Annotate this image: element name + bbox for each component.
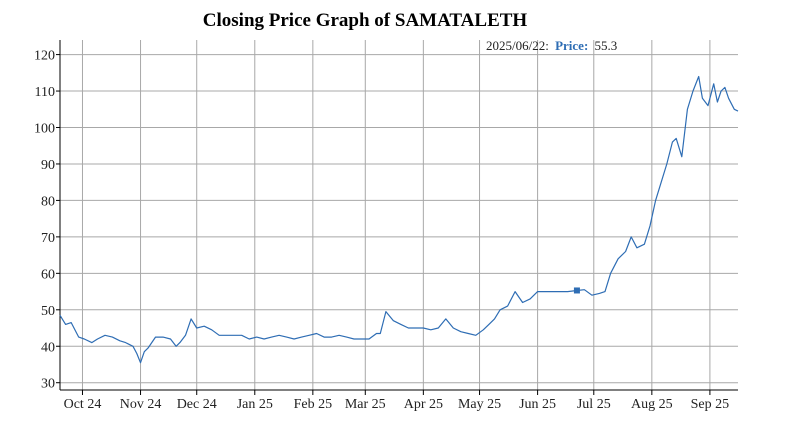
x-tick-label: Jul 25: [577, 397, 611, 412]
x-tick-label: May 25: [458, 397, 501, 412]
tooltip-price-label: Price:: [555, 38, 588, 53]
hover-marker-group: [573, 287, 580, 294]
tooltip-date: 2025/06/22:: [486, 38, 549, 53]
price-line: [59, 75, 739, 364]
y-tick-label: 100: [34, 122, 55, 137]
tooltip-price-value: 55.3: [595, 38, 618, 53]
y-axis: 30 40 50 60 70 80 90 100 110 120: [34, 40, 61, 392]
y-tick-label: 80: [41, 194, 55, 209]
y-tick-label: 110: [35, 85, 55, 100]
x-tick-label: Jun 25: [519, 397, 556, 412]
x-tick-label: Aug 25: [631, 397, 673, 412]
y-tick-label: 70: [41, 231, 55, 246]
x-tick-label: Mar 25: [345, 397, 386, 412]
x-tick-label: Oct 24: [64, 397, 102, 412]
y-tick-label: 60: [41, 267, 55, 282]
x-tick-label: Nov 24: [120, 397, 162, 412]
x-tick-label: Apr 25: [404, 397, 443, 412]
x-tick-label: Jan 25: [237, 397, 273, 412]
y-tick-label: 30: [41, 377, 55, 392]
x-axis: Oct 24 Nov 24 Dec 24 Jan 25 Feb 25 Mar 25 Apr …: [60, 389, 738, 412]
x-tick-label: Dec 24: [177, 397, 217, 412]
tooltip-readout: 2025/06/22: Price: 55.3: [486, 38, 617, 53]
hover-marker: [573, 287, 580, 294]
x-tick-label: Sep 25: [691, 397, 730, 412]
y-tick-label: 40: [41, 340, 55, 355]
price-series: [59, 75, 739, 364]
y-tick-label: 90: [41, 158, 55, 173]
x-tick-label: Feb 25: [294, 397, 333, 412]
y-tick-label: 50: [41, 304, 55, 319]
chart-title: Closing Price Graph of SAMATALETH: [202, 10, 528, 31]
y-tick-label: 120: [34, 49, 55, 64]
